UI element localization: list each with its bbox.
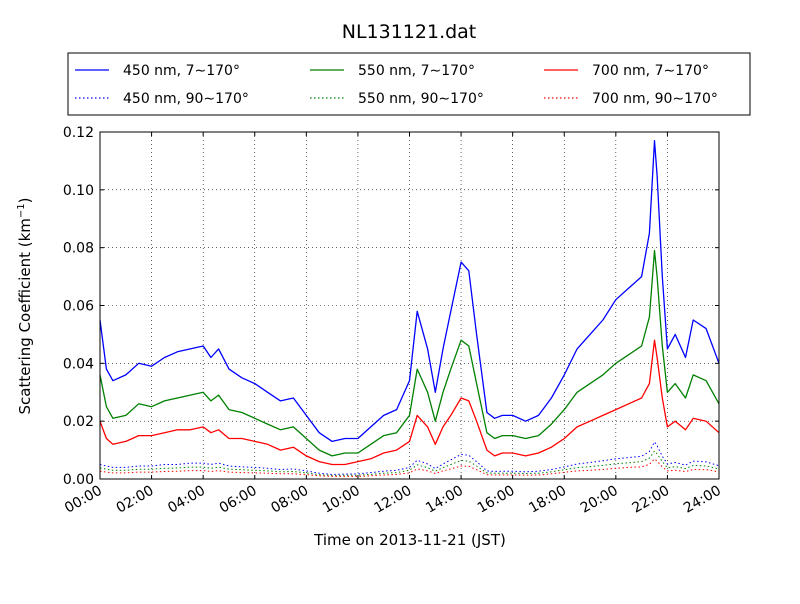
series-line-0 (99, 140, 720, 443)
legend-label-4: 550 nm, 90∼170° (358, 91, 484, 107)
y-tick-label: 0.06 (63, 299, 94, 315)
y-axis-label: Scattering Coefficient (km−1) (16, 197, 34, 414)
y-tick-label: 0.08 (63, 241, 94, 257)
legend-label-1: 550 nm, 7∼170° (358, 63, 475, 79)
chart-title: NL131121.dat (342, 21, 477, 43)
y-axis-label-main: Scattering Coefficient (km (16, 218, 34, 414)
y-tick-label: 0.12 (63, 125, 94, 141)
legend-frame (67, 52, 751, 116)
y-tick-label: 0.00 (63, 472, 94, 488)
chart-legend: 450 nm, 7∼170° 550 nm, 7∼170° 700 nm, 7∼17… (67, 52, 751, 116)
y-axis-label-exponent: −1 (16, 203, 27, 218)
x-axis-label: Time on 2013-11-21 (JST) (313, 531, 506, 549)
series-line-3 (99, 441, 720, 475)
y-tick-label: 0.04 (63, 356, 94, 372)
series-layer (99, 140, 720, 477)
series-line-5 (99, 458, 720, 477)
series-line-4 (99, 450, 720, 476)
series-line-1 (99, 249, 720, 457)
y-tick-label: 0.10 (63, 183, 94, 199)
series-line-2 (99, 339, 720, 466)
y-tick-label: 0.02 (63, 414, 94, 430)
legend-label-5: 700 nm, 90∼170° (592, 91, 718, 107)
legend-label-2: 700 nm, 7∼170° (592, 63, 709, 79)
y-axis-label-close: ) (16, 197, 34, 203)
legend-label-3: 450 nm, 90∼170° (123, 91, 249, 107)
legend-label-0: 450 nm, 7∼170° (123, 63, 240, 79)
